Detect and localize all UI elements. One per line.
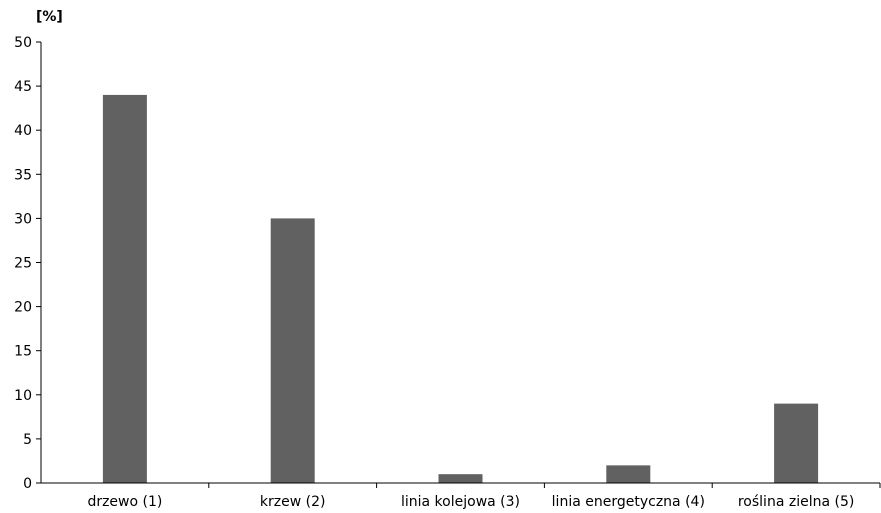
x-axis-labels: drzewo (1) krzew (2) linia kolejowa (3) lin… bbox=[87, 483, 881, 510]
y-tick-label: 50 bbox=[14, 35, 32, 51]
y-tick-label: 40 bbox=[14, 123, 32, 139]
y-tick-label: 0 bbox=[23, 476, 32, 492]
x-category-label: drzewo (1) bbox=[87, 494, 162, 510]
y-axis-unit-label: [%] bbox=[36, 9, 63, 25]
x-category-label: krzew (2) bbox=[260, 494, 326, 510]
y-tick-label: 30 bbox=[14, 211, 32, 227]
bar-2 bbox=[270, 218, 315, 483]
bar-4 bbox=[606, 465, 651, 483]
y-tick-label: 25 bbox=[14, 256, 32, 272]
y-tick-label: 35 bbox=[14, 167, 32, 183]
x-category-label: linia kolejowa (3) bbox=[401, 494, 520, 510]
bar-1 bbox=[102, 94, 147, 484]
bar-5 bbox=[774, 403, 819, 483]
y-tick-label: 15 bbox=[14, 344, 32, 360]
y-tick-label: 20 bbox=[14, 300, 32, 316]
bar-3 bbox=[438, 474, 483, 483]
x-category-label: linia energetyczna (4) bbox=[552, 494, 705, 510]
bars-group bbox=[102, 94, 819, 484]
y-tick-label: 5 bbox=[23, 432, 32, 448]
y-axis-ticks: 0 5 10 15 20 25 30 35 40 45 50 bbox=[14, 35, 41, 492]
y-tick-label: 10 bbox=[14, 388, 32, 404]
x-category-label: roślina zielna (5) bbox=[738, 494, 854, 510]
y-tick-label: 45 bbox=[14, 79, 32, 95]
